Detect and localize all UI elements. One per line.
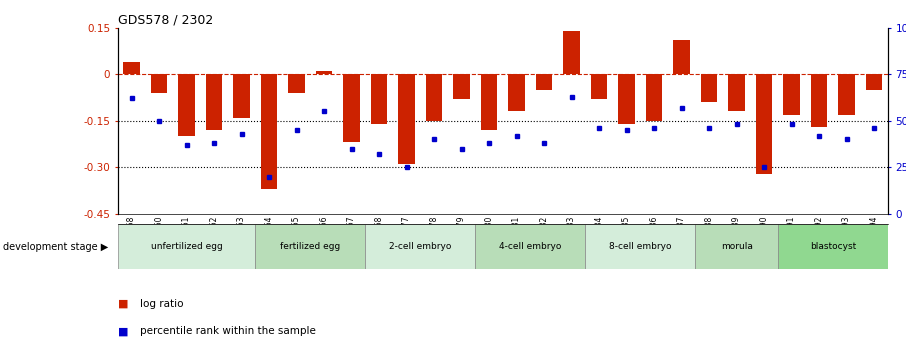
Bar <box>118 224 255 269</box>
Text: 8-cell embryo: 8-cell embryo <box>609 242 671 251</box>
Text: morula: morula <box>720 242 753 251</box>
Text: GDS578 / 2302: GDS578 / 2302 <box>118 13 213 27</box>
Bar <box>564 31 580 74</box>
Bar <box>481 74 497 130</box>
Bar <box>206 74 222 130</box>
Text: blastocyst: blastocyst <box>810 242 856 251</box>
Bar <box>476 224 585 269</box>
Text: fertilized egg: fertilized egg <box>280 242 341 251</box>
Bar <box>673 40 689 74</box>
Text: unfertilized egg: unfertilized egg <box>150 242 222 251</box>
Bar <box>255 224 365 269</box>
Bar <box>123 62 140 74</box>
Bar <box>811 74 827 127</box>
Text: 2-cell embryo: 2-cell embryo <box>390 242 451 251</box>
Bar <box>696 224 778 269</box>
Bar <box>316 71 333 74</box>
Text: development stage ▶: development stage ▶ <box>4 242 109 252</box>
Bar <box>426 74 442 121</box>
Bar <box>784 74 800 115</box>
Bar <box>535 74 553 90</box>
Bar <box>646 74 662 121</box>
Bar <box>399 74 415 164</box>
Bar <box>866 74 882 90</box>
Text: log ratio: log ratio <box>140 299 184 308</box>
Bar <box>728 74 745 111</box>
Bar <box>508 74 525 111</box>
Bar <box>778 224 888 269</box>
Bar <box>178 74 195 136</box>
Bar <box>343 74 360 142</box>
Text: ■: ■ <box>118 299 129 308</box>
Bar <box>288 74 304 93</box>
Bar <box>618 74 635 124</box>
Bar <box>701 74 718 102</box>
Bar <box>756 74 772 174</box>
Bar <box>365 224 476 269</box>
Bar <box>838 74 855 115</box>
Bar <box>585 224 696 269</box>
Text: 4-cell embryo: 4-cell embryo <box>499 242 562 251</box>
Bar <box>234 74 250 118</box>
Text: ■: ■ <box>118 326 129 336</box>
Bar <box>591 74 607 99</box>
Text: percentile rank within the sample: percentile rank within the sample <box>140 326 316 336</box>
Bar <box>371 74 387 124</box>
Bar <box>261 74 277 189</box>
Bar <box>453 74 470 99</box>
Bar <box>150 74 168 93</box>
